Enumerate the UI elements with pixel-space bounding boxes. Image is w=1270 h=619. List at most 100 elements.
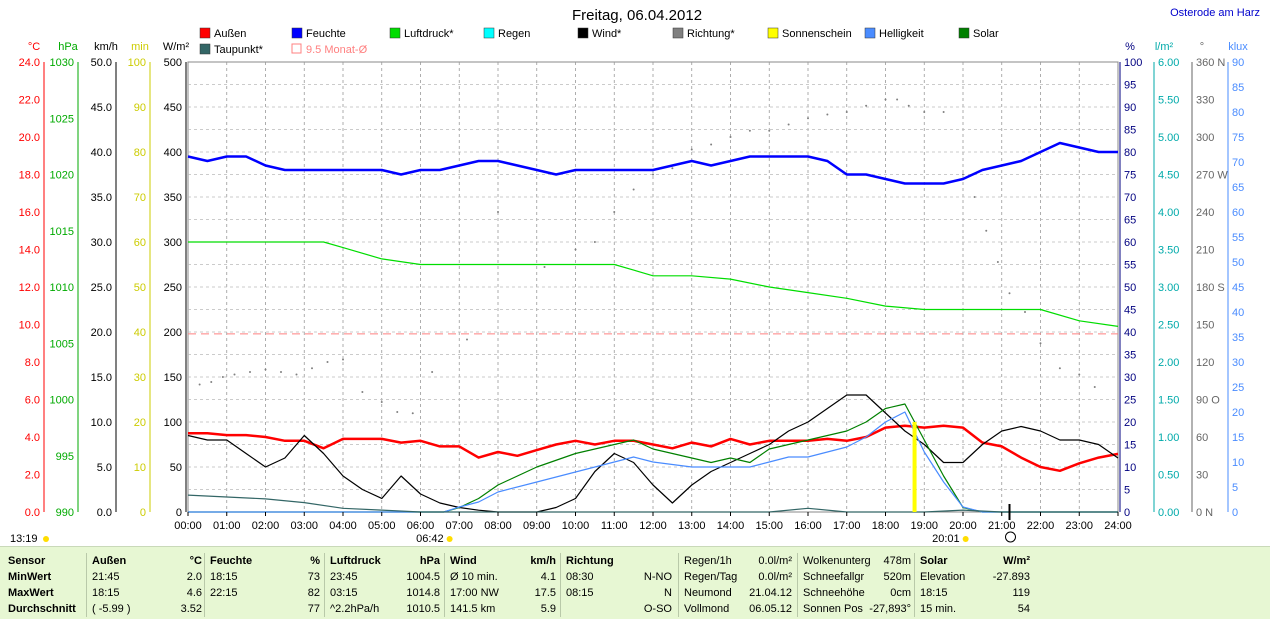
axis-lux-tick: 45 (1232, 282, 1244, 294)
sunshine-bar (912, 422, 917, 512)
axis-sunmin-tick: 10 (134, 462, 146, 474)
legend-swatch (199, 43, 211, 55)
axis-lux-tick: 35 (1232, 332, 1244, 344)
table-separator (86, 553, 87, 617)
axis-temp-tick: 4.0 (25, 432, 40, 444)
axis-lux-tick: 10 (1232, 457, 1244, 469)
axis-sunmin-tick: 80 (134, 147, 146, 159)
table-header: Solar (920, 555, 948, 567)
series-helligkeit-line (188, 411, 1118, 513)
table-cell: 22:15 (210, 587, 238, 599)
table-value: 478m (883, 555, 911, 567)
direction-dot (1093, 386, 1096, 388)
axis-wind-unit: km/h (94, 41, 118, 53)
table-cell: 18:15 (920, 587, 948, 599)
table-value: O-SO (643, 603, 672, 615)
axis-sunmin-tick: 20 (134, 417, 146, 429)
direction-dot (907, 104, 910, 107)
table-header: Luftdruck (330, 555, 381, 567)
legend-swatch (864, 27, 876, 39)
axis-lux-unit: klux (1228, 41, 1248, 53)
table-cell: Sonnen Pos (803, 603, 863, 615)
table-cell: Schneehöhe (803, 587, 865, 599)
table-separator (444, 553, 445, 617)
axis-solar-unit: W/m² (163, 41, 190, 53)
axis-humidity-tick: 80 (1124, 147, 1136, 159)
direction-dot (787, 123, 790, 126)
table-cell: 21:45 (92, 571, 120, 583)
axis-direction-tick: 30 (1196, 470, 1208, 482)
axis-solar-tick: 0 (176, 507, 182, 519)
axis-sunmin-tick: 60 (134, 237, 146, 249)
table-value: 54 (1017, 603, 1030, 615)
table-value: -27.893 (992, 571, 1030, 583)
x-tick-label: 03:00 (290, 520, 318, 532)
table-header: Richtung (566, 555, 614, 567)
direction-dot (923, 111, 926, 113)
axis-wind-tick: 45.0 (91, 102, 112, 114)
axis-temp-tick: 18.0 (19, 170, 40, 182)
table-separator (560, 553, 561, 617)
axis-temp-tick: 0.0 (25, 507, 40, 519)
axis-solar-tick: 50 (170, 462, 182, 474)
direction-dot (411, 412, 414, 415)
axis-temp-unit: °C (28, 41, 40, 53)
plot-area (187, 98, 1119, 513)
table-value: N-NO (643, 571, 672, 583)
axis-pressure-unit: hPa (58, 41, 78, 53)
direction-dot (671, 167, 674, 170)
axis-lux-tick: 15 (1232, 432, 1244, 444)
x-tick-label: 06:00 (407, 520, 435, 532)
direction-dot (396, 411, 399, 413)
table-separator (678, 553, 679, 617)
legend-label: Richtung* (687, 28, 735, 40)
table-separator (914, 553, 915, 617)
axis-temp-tick: 22.0 (19, 95, 40, 107)
axis-solar-tick: 100 (164, 417, 182, 429)
direction-dot (865, 104, 868, 107)
direction-dot (710, 143, 713, 146)
axis-humidity-unit: % (1125, 41, 1135, 53)
table-cell: Neumond (684, 587, 732, 599)
direction-dot (962, 173, 964, 176)
direction-dot (748, 129, 751, 132)
axis-sunmin-tick: 100 (128, 57, 146, 69)
direction-dot (264, 368, 267, 371)
table-row-label: Sensor (8, 555, 46, 567)
table-cell: ( -5.99 ) (92, 603, 131, 615)
axis-temp-tick: 14.0 (19, 245, 40, 257)
table-cell: Schneefallgr (803, 571, 865, 583)
axis-solar-tick: 250 (164, 282, 182, 294)
weather-chart: Freitag, 06.04.2012 Osterode am Harz Auß… (10, 7, 1260, 545)
axis-temp-tick: 6.0 (25, 395, 40, 407)
x-tick-label: 07:00 (445, 520, 473, 532)
axis-rain-tick: 3.00 (1158, 282, 1179, 294)
direction-dot (543, 266, 546, 268)
axis-pressure-tick: 1015 (50, 226, 74, 238)
axis-rain-tick: 4.50 (1158, 170, 1179, 182)
x-tick-label: 09:00 (523, 520, 551, 532)
axis-humidity-tick: 15 (1124, 440, 1136, 452)
axis-solar-tick: 350 (164, 192, 182, 204)
table-value: 0cm (890, 587, 911, 599)
axis-temp-tick: 10.0 (19, 320, 40, 332)
legend-label: 9.5 Monat-Ø (306, 44, 368, 56)
axis-pressure-tick: 1030 (50, 57, 74, 69)
axis-wind-tick: 50.0 (91, 57, 112, 69)
direction-dot (652, 173, 654, 176)
legend-label: Luftdruck* (404, 28, 454, 40)
axis-direction-tick: 240 (1196, 207, 1214, 219)
x-tick-label: 12:00 (639, 520, 667, 532)
axis-rain-tick: 0.00 (1158, 507, 1179, 519)
direction-dot (985, 229, 988, 232)
axis-direction-tick: 270 W (1196, 170, 1228, 182)
legend-label: Taupunkt* (214, 44, 264, 56)
direction-dot (431, 371, 434, 373)
axis-sunmin-tick: 50 (134, 282, 146, 294)
axis-direction-tick: 210 (1196, 245, 1214, 257)
direction-dot (1058, 367, 1061, 370)
table-header-unit: °C (189, 555, 202, 567)
direction-dot (593, 241, 596, 243)
direction-dot (768, 129, 771, 132)
direction-dot (497, 211, 499, 213)
